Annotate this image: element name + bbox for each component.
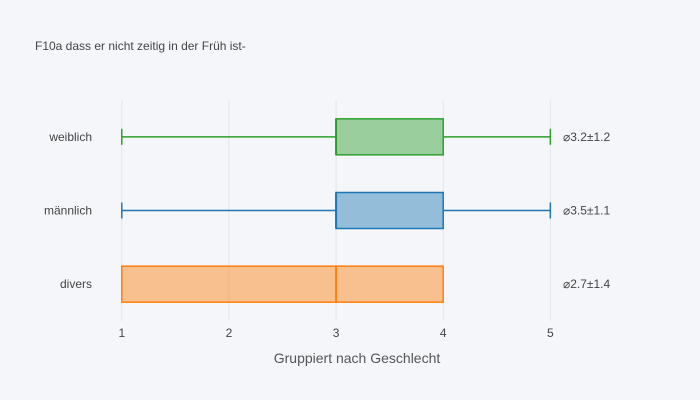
category-label: männlich [44,204,92,218]
box-iqr[interactable] [335,118,444,156]
x-tick-label: 1 [118,326,125,340]
category-label: weiblich [48,130,92,144]
x-tick-label: 3 [333,326,340,340]
x-tick-label: 5 [547,326,554,340]
stat-label: ⌀3.2±1.2 [563,130,611,144]
x-tick-label: 2 [226,326,233,340]
stat-label: ⌀2.7±1.4 [563,277,611,291]
box-iqr[interactable] [335,191,444,230]
category-label: divers [60,277,92,291]
x-axis-title: Gruppiert nach Geschlecht [274,350,441,366]
x-tick-label: 4 [440,326,447,340]
box-divers [121,265,444,303]
stat-label: ⌀3.5±1.1 [563,204,611,218]
labels: weiblich ⌀3.2±1.2 männlich ⌀3.5±1.1 divers ⌀2… [44,130,611,291]
box-iqr[interactable] [121,265,444,303]
box-männlich [121,191,552,230]
boxes [121,118,552,303]
x-axis: 1 2 3 4 5 [118,326,554,340]
box-weiblich [121,118,552,156]
chart-title: F10a dass er nicht zeitig in der Früh is… [35,39,246,53]
